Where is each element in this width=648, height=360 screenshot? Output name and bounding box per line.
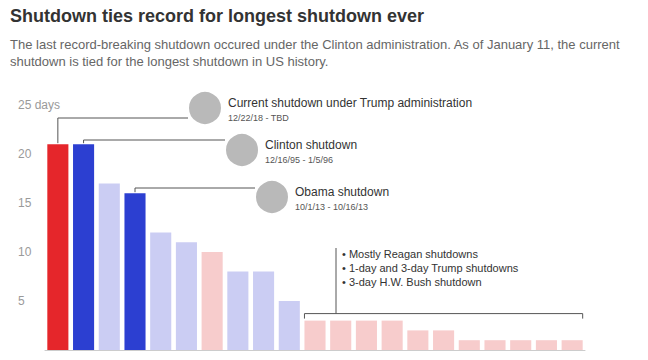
- svg-text:25 days: 25 days: [18, 98, 60, 112]
- svg-text:Clinton shutdown: Clinton shutdown: [265, 138, 357, 152]
- svg-text:10/1/13 - 10/16/13: 10/1/13 - 10/16/13: [295, 202, 368, 212]
- svg-text:The last record-breaking shutd: The last record-breaking shutdown occure…: [10, 37, 623, 52]
- svg-text:Obama shutdown: Obama shutdown: [295, 185, 389, 199]
- svg-text:• 3-day H.W. Bush shutdown: • 3-day H.W. Bush shutdown: [342, 276, 482, 288]
- svg-text:5: 5: [18, 294, 25, 308]
- svg-text:12/16/95 - 1/5/96: 12/16/95 - 1/5/96: [265, 155, 333, 165]
- svg-text:12/22/18 - TBD: 12/22/18 - TBD: [228, 113, 289, 123]
- svg-text:• 1-day and 3-day Trump shutdo: • 1-day and 3-day Trump shutdowns: [342, 262, 519, 274]
- svg-text:10: 10: [18, 245, 32, 259]
- svg-text:shutdown is tied for the longe: shutdown is tied for the longest shutdow…: [10, 54, 328, 69]
- svg-text:20: 20: [18, 147, 32, 161]
- svg-text:Current shutdown under Trump a: Current shutdown under Trump administrat…: [228, 96, 472, 110]
- svg-text:15: 15: [18, 196, 32, 210]
- svg-text:Shutdown ties record for longe: Shutdown ties record for longest shutdow…: [10, 6, 424, 26]
- svg-text:• Mostly Reagan shutdowns: • Mostly Reagan shutdowns: [342, 248, 478, 260]
